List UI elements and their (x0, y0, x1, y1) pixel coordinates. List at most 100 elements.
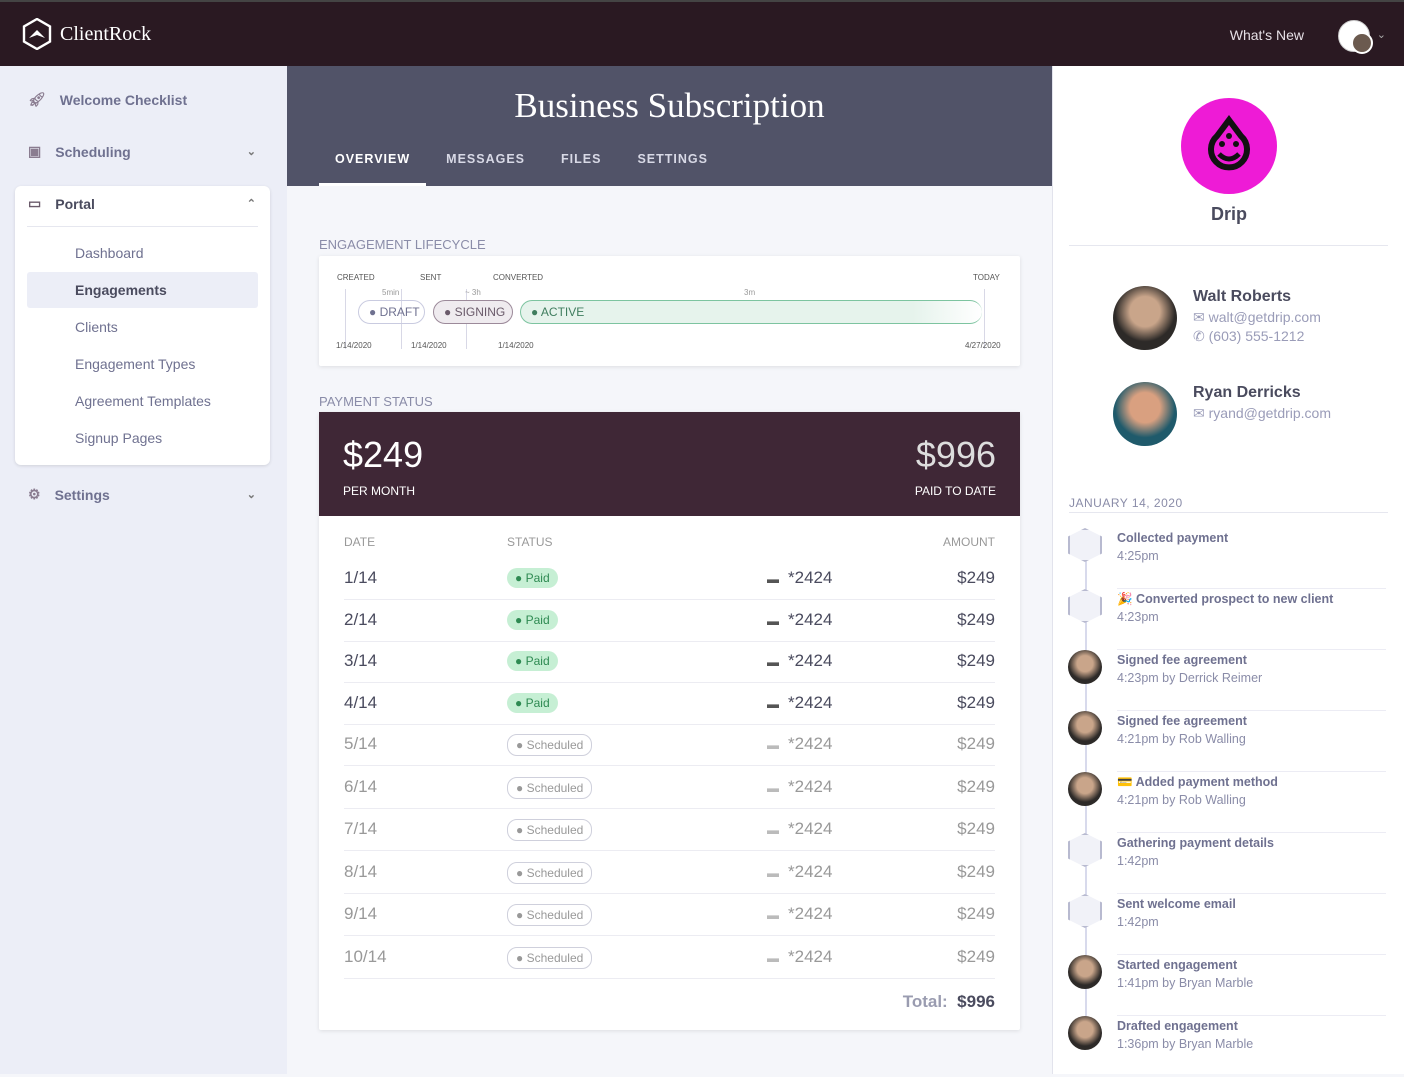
tab-files[interactable]: FILES (561, 152, 602, 166)
credit-card-icon: ▬ (767, 697, 779, 711)
payment-amount: $249 (957, 734, 995, 753)
payment-row: 7/14 ● Scheduled ▬ *2424 $249 (344, 809, 995, 851)
payment-row: 10/14 ● Scheduled ▬ *2424 $249 (344, 937, 995, 979)
user-avatar (1068, 711, 1102, 745)
payment-date: 3/14 (344, 651, 378, 670)
client-panel: Drip Walt Roberts ✉ walt@getdrip.com ✆ (… (1052, 66, 1404, 1074)
sidebar-subitem-engagement-types[interactable]: Engagement Types (75, 356, 196, 372)
client-logo (1181, 98, 1277, 194)
duration-draft: 5min (382, 288, 400, 297)
tab-settings[interactable]: SETTINGS (637, 152, 708, 166)
status-badge: ● Scheduled (507, 904, 593, 926)
clientrock-logo-icon (1068, 833, 1102, 867)
clientrock-logo-icon (22, 18, 52, 50)
payment-date: 6/14 (344, 777, 378, 796)
date-created: 1/14/2020 (336, 341, 372, 350)
activity-meta: 4:21pm by Rob Walling (1117, 793, 1246, 807)
label-sent: SENT (420, 273, 442, 282)
sidebar-subitem-dashboard[interactable]: Dashboard (75, 245, 144, 261)
credit-card-icon: ▬ (767, 572, 779, 586)
activity-item: 💳 Added payment method 4:21pm by Rob Wall… (1068, 772, 1386, 833)
activity-item: Drafted engagement 1:36pm by Bryan Marble (1068, 1016, 1386, 1077)
sidebar-subitem-agreement-templates[interactable]: Agreement Templates (75, 393, 211, 409)
payment-total: Total: $996 (902, 992, 995, 1011)
label-today: TODAY (973, 273, 1000, 282)
payment-heading: PAYMENT STATUS (319, 394, 433, 409)
sidebar-item-portal[interactable]: ▭ Portal ⌃ (28, 195, 256, 212)
payment-date: 2/14 (344, 610, 378, 629)
stage-draft: ● DRAFT (358, 300, 425, 324)
payment-date: 1/14 (344, 568, 378, 587)
sidebar-item-scheduling[interactable]: ▣ Scheduling ⌄ (28, 143, 256, 160)
phone-icon: ✆ (1193, 328, 1205, 344)
activity-item: Sent welcome email 1:42pm (1068, 894, 1386, 955)
payment-amount: $249 (957, 568, 995, 587)
activity-item: Signed fee agreement 4:21pm by Rob Wallin… (1068, 711, 1386, 772)
status-badge: ● Paid (507, 651, 558, 671)
payment-row: 2/14 ● Paid ▬ *2424 $249 (344, 600, 995, 642)
sidebar-subitem-clients[interactable]: Clients (75, 319, 118, 335)
sidebar-subitem-signup-pages[interactable]: Signup Pages (75, 430, 163, 446)
credit-card-icon: ▬ (767, 866, 779, 880)
duration-active: 3m (744, 288, 756, 297)
user-avatar (1068, 650, 1102, 684)
tab-overview[interactable]: OVERVIEW (319, 146, 427, 186)
col-date: DATE (344, 535, 376, 549)
card-last4: *2424 (788, 777, 833, 796)
payment-amount: $249 (957, 947, 995, 966)
activity-title: Signed fee agreement (1117, 653, 1247, 667)
activity-meta: 4:23pm by Derrick Reimer (1117, 671, 1263, 685)
payment-row: 3/14 ● Paid ▬ *2424 $249 (344, 641, 995, 683)
activity-title: Drafted engagement (1117, 1019, 1238, 1033)
label-created: CREATED (337, 273, 375, 282)
engagement-header: Business Subscription OVERVIEW MESSAGES … (287, 66, 1052, 186)
user-avatar (1068, 955, 1102, 989)
chevron-down-icon: ⌄ (246, 489, 256, 501)
page-title: Business Subscription (514, 86, 825, 125)
activity-meta: 4:23pm (1117, 610, 1159, 624)
card-last4: *2424 (788, 610, 833, 629)
payment-amount: $249 (957, 651, 995, 670)
payment-amount: $249 (957, 904, 995, 923)
contact-phone[interactable]: ✆ (603) 555-1212 (1193, 328, 1305, 344)
monthly-label: PER MONTH (343, 484, 415, 498)
contact-email[interactable]: ✉ ryand@getdrip.com (1193, 405, 1332, 421)
activity-meta: 4:25pm (1117, 549, 1159, 563)
sidebar-item-welcome-checklist[interactable]: 🚀︎ Welcome Checklist (28, 91, 188, 108)
app-name: ClientRock (60, 22, 152, 45)
payment-row: 9/14 ● Scheduled ▬ *2424 $249 (344, 894, 995, 936)
rocket-icon: 🚀︎ (28, 91, 46, 107)
sidebar-subitem-engagements[interactable]: Engagements (27, 272, 258, 308)
whats-new-link[interactable]: What's New (1229, 27, 1304, 43)
card-last4: *2424 (788, 947, 833, 966)
tab-messages[interactable]: MESSAGES (446, 152, 526, 166)
status-badge: ● Scheduled (507, 819, 593, 841)
contact-name: Walt Roberts (1193, 288, 1292, 305)
logo[interactable]: ClientRock (22, 18, 151, 50)
activity-title: Gathering payment details (1117, 836, 1274, 850)
drip-logo-icon (1208, 115, 1250, 171)
activity-item: Collected payment 4:25pm (1068, 528, 1386, 589)
payment-date: 5/14 (344, 734, 378, 753)
activity-date: JANUARY 14, 2020 (1069, 496, 1183, 510)
payment-row: 5/14 ● Scheduled ▬ *2424 $249 (344, 724, 995, 766)
label-converted: CONVERTED (493, 273, 544, 282)
status-badge: ● Paid (507, 568, 558, 588)
contact-email[interactable]: ✉ walt@getdrip.com (1193, 309, 1321, 325)
user-avatar[interactable] (1338, 20, 1373, 54)
stage-active: ● ACTIVE (520, 300, 982, 324)
user-avatar (1068, 772, 1102, 806)
activity-item: Gathering payment details 1:42pm (1068, 833, 1386, 894)
credit-card-icon: ▬ (767, 614, 779, 628)
clientrock-logo-icon (1068, 589, 1102, 623)
activity-item: Signed fee agreement 4:23pm by Derrick Re… (1068, 650, 1386, 711)
payment-date: 10/14 (344, 947, 387, 966)
payment-date: 8/14 (344, 862, 378, 881)
status-badge: ● Scheduled (507, 777, 593, 799)
credit-card-icon: ▬ (767, 655, 779, 669)
chevron-down-icon[interactable]: ⌄ (1376, 29, 1386, 41)
duration-signing: ~ 3h (465, 288, 481, 297)
activity-title: 💳 Added payment method (1117, 775, 1278, 789)
client-name: Drip (1211, 204, 1247, 224)
sidebar-item-settings[interactable]: ⚙ Settings ⌄ (28, 486, 256, 503)
